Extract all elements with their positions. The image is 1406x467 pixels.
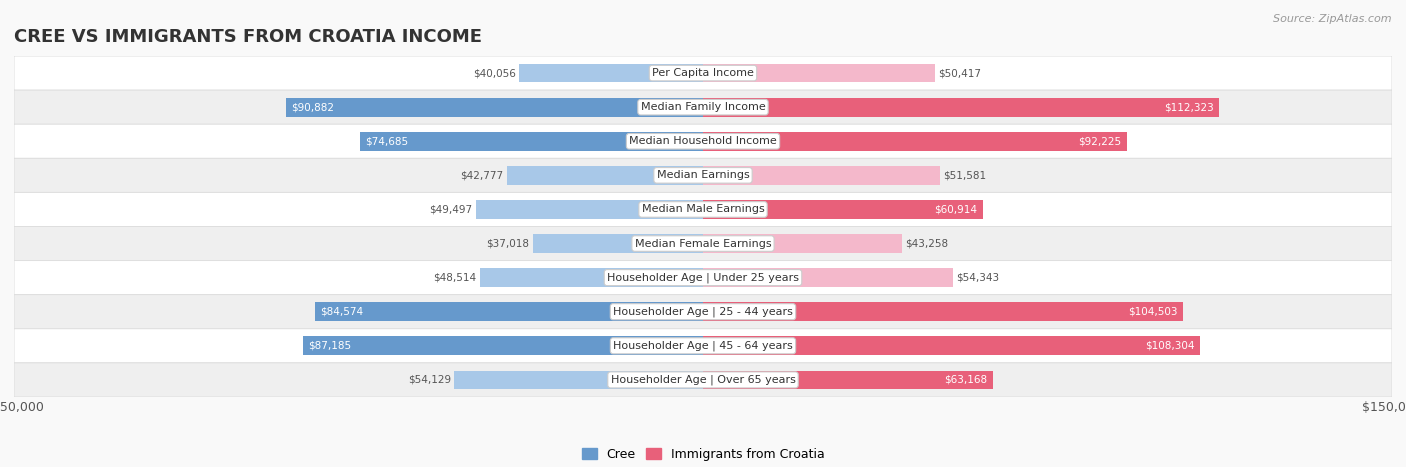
Text: Householder Age | Under 25 years: Householder Age | Under 25 years <box>607 272 799 283</box>
Bar <box>703 166 939 185</box>
FancyBboxPatch shape <box>14 261 1392 295</box>
Text: $112,323: $112,323 <box>1164 102 1213 112</box>
Text: $40,056: $40,056 <box>472 68 516 78</box>
Text: $54,343: $54,343 <box>956 273 1000 283</box>
Bar <box>481 268 703 287</box>
Text: CREE VS IMMIGRANTS FROM CROATIA INCOME: CREE VS IMMIGRANTS FROM CROATIA INCOME <box>14 28 482 46</box>
Text: Householder Age | 45 - 64 years: Householder Age | 45 - 64 years <box>613 340 793 351</box>
FancyBboxPatch shape <box>14 56 1392 90</box>
Bar <box>703 268 953 287</box>
Bar <box>454 370 703 389</box>
Bar <box>315 302 703 321</box>
Text: Median Earnings: Median Earnings <box>657 170 749 180</box>
Bar <box>302 336 703 355</box>
FancyBboxPatch shape <box>14 192 1392 226</box>
Bar <box>533 234 703 253</box>
Text: Median Family Income: Median Family Income <box>641 102 765 112</box>
Bar <box>360 132 703 151</box>
Text: Source: ZipAtlas.com: Source: ZipAtlas.com <box>1274 14 1392 24</box>
Text: Median Male Earnings: Median Male Earnings <box>641 205 765 214</box>
Text: Median Household Income: Median Household Income <box>628 136 778 146</box>
Bar <box>285 98 703 117</box>
Bar <box>703 132 1126 151</box>
FancyBboxPatch shape <box>14 124 1392 158</box>
Text: $50,417: $50,417 <box>938 68 981 78</box>
FancyBboxPatch shape <box>14 158 1392 192</box>
Legend: Cree, Immigrants from Croatia: Cree, Immigrants from Croatia <box>576 443 830 466</box>
Bar <box>703 370 993 389</box>
Text: $43,258: $43,258 <box>905 239 948 248</box>
Text: $84,574: $84,574 <box>321 307 363 317</box>
Text: Householder Age | 25 - 44 years: Householder Age | 25 - 44 years <box>613 306 793 317</box>
Text: $60,914: $60,914 <box>934 205 977 214</box>
Text: Per Capita Income: Per Capita Income <box>652 68 754 78</box>
Text: $49,497: $49,497 <box>429 205 472 214</box>
Text: $42,777: $42,777 <box>460 170 503 180</box>
Text: $108,304: $108,304 <box>1146 341 1195 351</box>
Bar <box>703 234 901 253</box>
FancyBboxPatch shape <box>14 295 1392 329</box>
Bar <box>703 200 983 219</box>
Bar <box>703 302 1182 321</box>
FancyBboxPatch shape <box>14 329 1392 363</box>
Bar <box>519 64 703 83</box>
Bar <box>703 64 935 83</box>
Text: $37,018: $37,018 <box>486 239 530 248</box>
Text: $87,185: $87,185 <box>308 341 352 351</box>
Text: $54,129: $54,129 <box>408 375 451 385</box>
Bar <box>703 98 1219 117</box>
Bar <box>475 200 703 219</box>
Text: $74,685: $74,685 <box>366 136 409 146</box>
Bar <box>506 166 703 185</box>
Text: Householder Age | Over 65 years: Householder Age | Over 65 years <box>610 375 796 385</box>
Bar <box>703 336 1201 355</box>
Text: $92,225: $92,225 <box>1078 136 1121 146</box>
Text: $48,514: $48,514 <box>433 273 477 283</box>
FancyBboxPatch shape <box>14 90 1392 124</box>
FancyBboxPatch shape <box>14 363 1392 397</box>
Text: $51,581: $51,581 <box>943 170 987 180</box>
Text: $90,882: $90,882 <box>291 102 335 112</box>
Text: Median Female Earnings: Median Female Earnings <box>634 239 772 248</box>
Text: $104,503: $104,503 <box>1128 307 1177 317</box>
Text: $63,168: $63,168 <box>945 375 987 385</box>
FancyBboxPatch shape <box>14 226 1392 261</box>
